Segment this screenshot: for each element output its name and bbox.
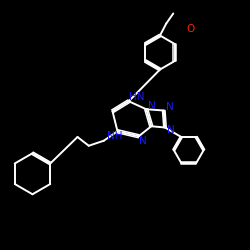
Text: N: N: [166, 125, 174, 135]
Text: O: O: [186, 24, 194, 34]
Text: NH: NH: [107, 131, 122, 141]
Text: HN: HN: [128, 92, 144, 102]
Text: N: N: [166, 102, 173, 113]
Text: N: N: [139, 136, 146, 146]
Text: N: N: [148, 101, 156, 111]
